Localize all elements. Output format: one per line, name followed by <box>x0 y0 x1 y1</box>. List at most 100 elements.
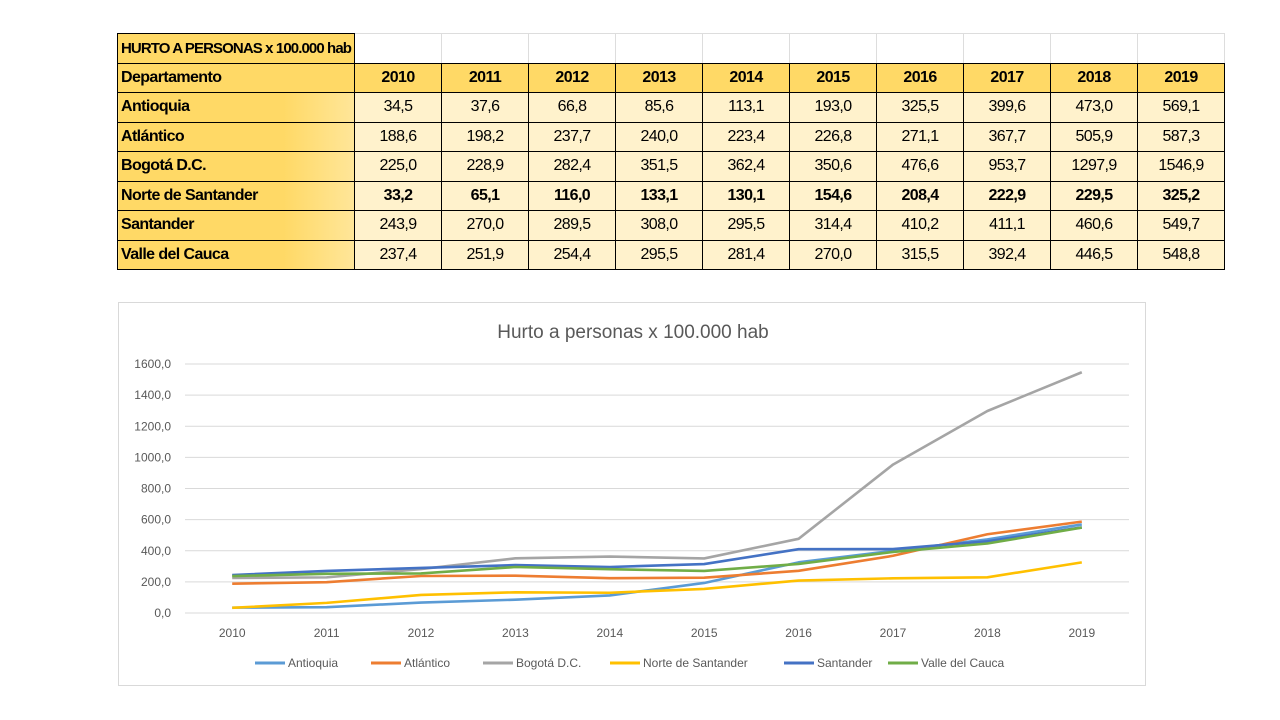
value-cell: 251,9 <box>441 239 530 270</box>
x-tick-label: 2017 <box>880 626 907 640</box>
value-cell: 410,2 <box>876 210 965 241</box>
line-chart: Hurto a personas x 100.000 hab 0,0 200,0 4… <box>118 302 1146 686</box>
value-cell: 295,5 <box>702 210 791 241</box>
empty-cell <box>354 33 443 64</box>
value-cell: 460,6 <box>1050 210 1139 241</box>
header-year: 2014 <box>702 62 791 93</box>
table-row: Santander 243,9 270,0 289,5 308,0 295,5 314,4 4… <box>116 210 1226 241</box>
value-cell: 367,7 <box>963 121 1052 152</box>
legend-item: Antioquia <box>255 656 338 670</box>
value-cell: 351,5 <box>615 151 704 182</box>
value-cell: 325,5 <box>876 92 965 123</box>
legend-label: Bogotá D.C. <box>516 656 581 670</box>
table-row: Antioquia 34,5 37,6 66,8 85,6 113,1 193,0 325,5… <box>116 92 1226 123</box>
value-cell: 208,4 <box>876 180 965 211</box>
value-cell: 229,5 <box>1050 180 1139 211</box>
header-year: 2018 <box>1050 62 1139 93</box>
value-cell: 325,2 <box>1137 180 1226 211</box>
y-tick-label: 1600,0 <box>134 357 171 371</box>
value-cell: 85,6 <box>615 92 704 123</box>
x-tick-label: 2018 <box>974 626 1001 640</box>
series-line-santander <box>232 526 1082 577</box>
x-tick-label: 2016 <box>785 626 812 640</box>
value-cell: 446,5 <box>1050 239 1139 270</box>
row-departamento: Santander <box>116 210 356 241</box>
value-cell: 295,5 <box>615 239 704 270</box>
legend-label: Antioquia <box>288 656 338 670</box>
value-cell: 243,9 <box>354 210 443 241</box>
table-title-row: HURTO A PERSONAS x 100.000 hab <box>116 33 1226 64</box>
value-cell: 198,2 <box>441 121 530 152</box>
y-tick-label: 1000,0 <box>134 450 171 464</box>
empty-cell <box>789 33 878 64</box>
value-cell: 154,6 <box>789 180 878 211</box>
x-tick-label: 2012 <box>408 626 435 640</box>
legend-label: Santander <box>817 656 872 670</box>
table-row: Valle del Cauca 237,4 251,9 254,4 295,5 281,4… <box>116 239 1226 270</box>
value-cell: 223,4 <box>702 121 791 152</box>
value-cell: 548,8 <box>1137 239 1226 270</box>
value-cell: 505,9 <box>1050 121 1139 152</box>
series-line-valle-del-cauca <box>232 526 1083 578</box>
value-cell: 188,6 <box>354 121 443 152</box>
value-cell: 237,7 <box>528 121 617 152</box>
value-cell: 362,4 <box>702 151 791 182</box>
legend-label: Valle del Cauca <box>921 656 1004 670</box>
legend-item: Bogotá D.C. <box>483 656 581 670</box>
table-row: Norte de Santander 33,2 65,1 116,0 133,1 130,… <box>116 180 1226 211</box>
y-tick-label: 600,0 <box>141 513 171 527</box>
value-cell: 411,1 <box>963 210 1052 241</box>
value-cell: 308,0 <box>615 210 704 241</box>
y-tick-label: 800,0 <box>141 482 171 496</box>
empty-cell <box>702 33 791 64</box>
value-cell: 476,6 <box>876 151 965 182</box>
legend-item: Norte de Santander <box>610 656 748 670</box>
value-cell: 133,1 <box>615 180 704 211</box>
empty-cell <box>615 33 704 64</box>
x-tick-label: 2014 <box>596 626 623 640</box>
value-cell: 270,0 <box>441 210 530 241</box>
value-cell: 37,6 <box>441 92 530 123</box>
value-cell: 953,7 <box>963 151 1052 182</box>
legend-item: Atlántico <box>371 656 450 670</box>
header-year: 2012 <box>528 62 617 93</box>
legend-label: Norte de Santander <box>643 656 748 670</box>
value-cell: 254,4 <box>528 239 617 270</box>
empty-cell <box>1137 33 1226 64</box>
value-cell: 228,9 <box>441 151 530 182</box>
empty-cell <box>528 33 617 64</box>
chart-svg: Hurto a personas x 100.000 hab 0,0 200,0 4… <box>134 322 1129 670</box>
header-year: 2013 <box>615 62 704 93</box>
value-cell: 34,5 <box>354 92 443 123</box>
value-cell: 226,8 <box>789 121 878 152</box>
y-tick-label: 400,0 <box>141 544 171 558</box>
table-row: Atlántico 188,6 198,2 237,7 240,0 223,4 226,8 2… <box>116 121 1226 152</box>
x-tick-label: 2013 <box>502 626 529 640</box>
header-year: 2016 <box>876 62 965 93</box>
row-departamento: Atlántico <box>116 121 356 152</box>
value-cell: 549,7 <box>1137 210 1226 241</box>
x-tick-label: 2010 <box>219 626 246 640</box>
value-cell: 113,1 <box>702 92 791 123</box>
value-cell: 270,0 <box>789 239 878 270</box>
table-title: HURTO A PERSONAS x 100.000 hab <box>116 33 356 64</box>
value-cell: 193,0 <box>789 92 878 123</box>
value-cell: 1297,9 <box>1050 151 1139 182</box>
data-table: HURTO A PERSONAS x 100.000 hab Departamen… <box>116 33 1226 270</box>
value-cell: 315,5 <box>876 239 965 270</box>
series-line-norte-de-santander <box>232 561 1083 610</box>
header-year: 2017 <box>963 62 1052 93</box>
value-cell: 569,1 <box>1137 92 1226 123</box>
value-cell: 65,1 <box>441 180 530 211</box>
row-departamento: Norte de Santander <box>116 180 356 211</box>
row-departamento: Antioquia <box>116 92 356 123</box>
y-tick-label: 1400,0 <box>134 388 171 402</box>
value-cell: 399,6 <box>963 92 1052 123</box>
chart-title: Hurto a personas x 100.000 hab <box>497 322 768 343</box>
y-tick-label: 1200,0 <box>134 419 171 433</box>
header-year: 2019 <box>1137 62 1226 93</box>
value-cell: 350,6 <box>789 151 878 182</box>
value-cell: 225,0 <box>354 151 443 182</box>
value-cell: 282,4 <box>528 151 617 182</box>
x-tick-label: 2011 <box>314 626 340 640</box>
